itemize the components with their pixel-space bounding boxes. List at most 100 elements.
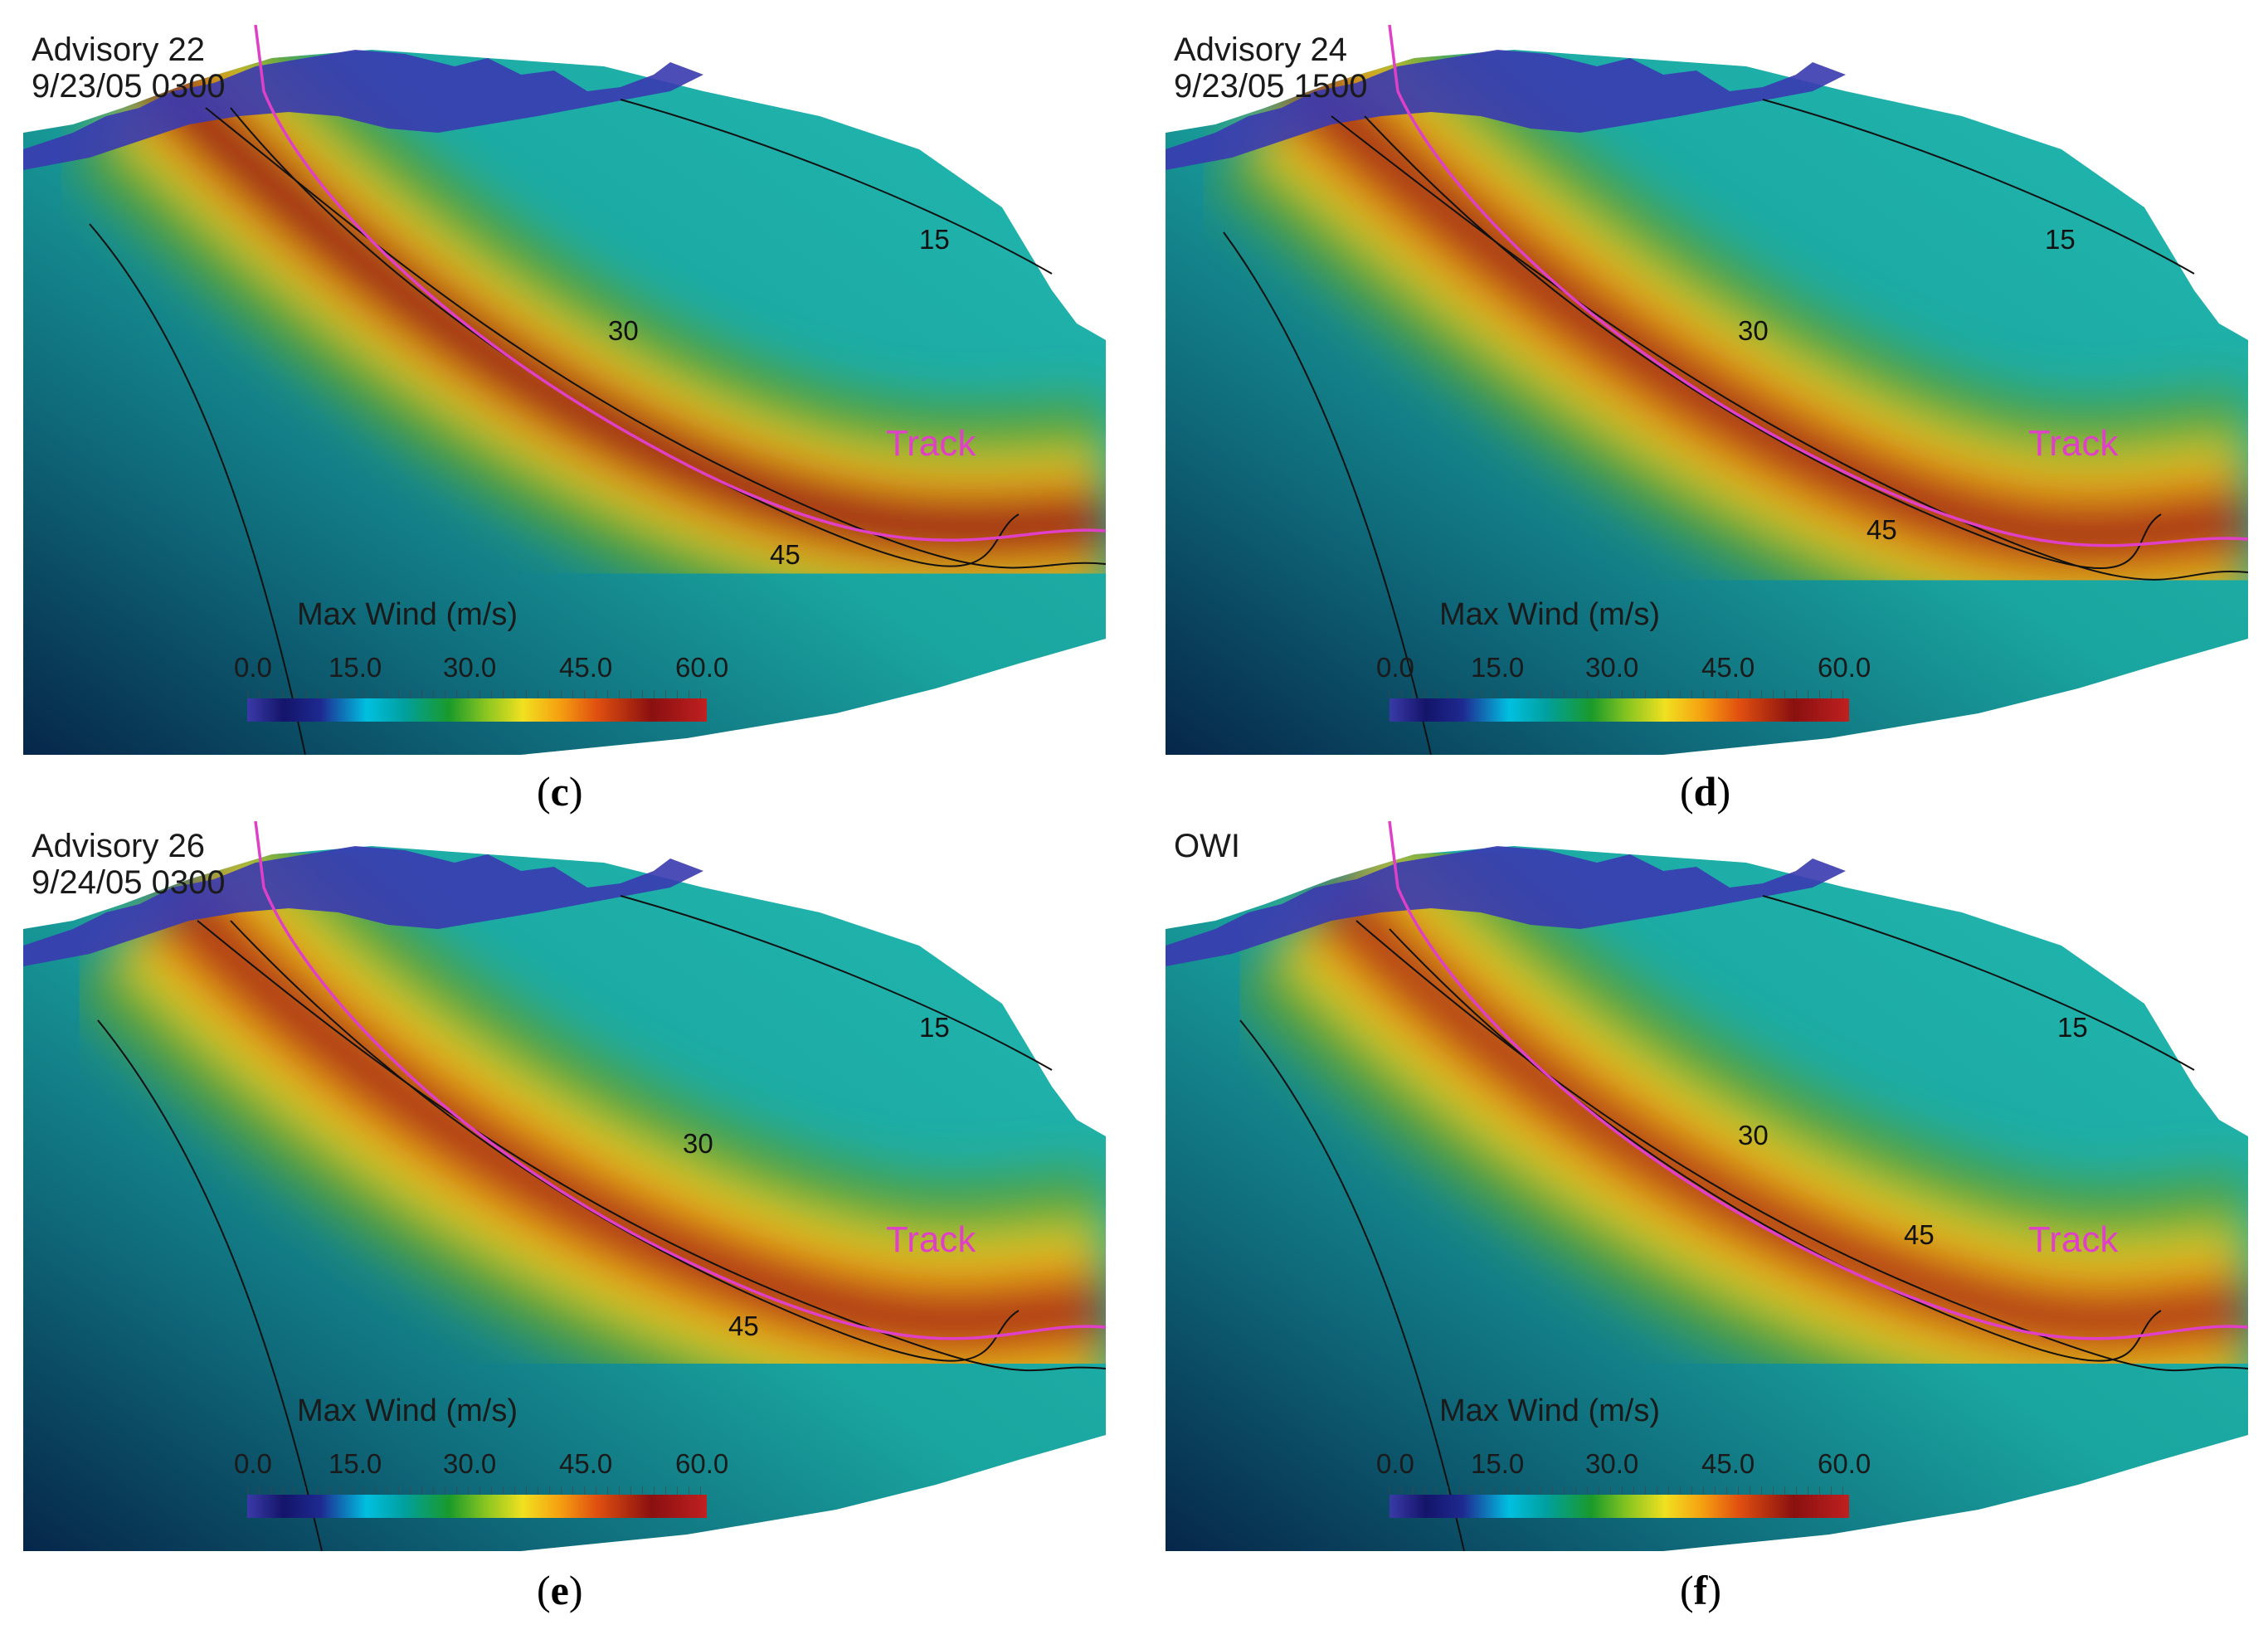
advisory-label: Advisory 26 bbox=[32, 828, 205, 864]
contour-15 bbox=[89, 223, 306, 755]
wind-field-map-e bbox=[23, 821, 1106, 1551]
colorbar-tick: 45.0 bbox=[559, 652, 613, 683]
advisory-label: Advisory 24 bbox=[1174, 32, 1347, 68]
coastline-land bbox=[1166, 50, 1846, 170]
contour-label-45: 45 bbox=[728, 1311, 759, 1341]
colorbar-title: Max Wind (m/s) bbox=[297, 1394, 518, 1428]
storm-track bbox=[1388, 821, 2248, 1340]
track-label: Track bbox=[2028, 1219, 2119, 1260]
colorbar-tick: 15.0 bbox=[1471, 1448, 1525, 1479]
contour-label-15: 15 bbox=[919, 1012, 950, 1043]
contour-30 bbox=[205, 107, 1106, 569]
contour-15-east bbox=[1762, 99, 2195, 275]
colorbar-tick: 60.0 bbox=[1818, 1448, 1871, 1479]
track-label: Track bbox=[886, 423, 976, 464]
contour-label-15: 15 bbox=[2045, 224, 2076, 255]
storm-track bbox=[1388, 25, 2248, 547]
colorbar-title: Max Wind (m/s) bbox=[1439, 1394, 1660, 1428]
contour-label-30: 30 bbox=[1738, 315, 1769, 346]
coastline-land bbox=[1166, 846, 1846, 966]
wind-field-map-d bbox=[1166, 25, 2248, 755]
contour-30 bbox=[1331, 115, 2248, 581]
caption-letter: d bbox=[1693, 768, 1717, 815]
storm-track bbox=[254, 821, 1106, 1340]
contour-15 bbox=[1223, 231, 1432, 755]
contour-45 bbox=[230, 920, 1020, 1362]
coastline-land bbox=[23, 846, 703, 966]
panel-title: Advisory 24 9/23/05 1500 bbox=[1174, 32, 1368, 105]
colorbar-tick: 15.0 bbox=[1471, 652, 1525, 683]
track-label: Track bbox=[2028, 423, 2119, 464]
contour-label-45: 45 bbox=[770, 539, 801, 570]
caption-letter: e bbox=[550, 1567, 569, 1613]
contour-45 bbox=[1364, 115, 2162, 569]
track-label: Track bbox=[886, 1219, 976, 1260]
colorbar-minor-ticks bbox=[247, 1486, 707, 1496]
caption-close: ) bbox=[568, 1567, 583, 1613]
caption-letter: f bbox=[1693, 1567, 1708, 1613]
caption-open: ( bbox=[1680, 1567, 1694, 1613]
caption-open: ( bbox=[537, 1567, 551, 1613]
panel-title: OWI bbox=[1174, 828, 1240, 864]
colorbar bbox=[247, 1495, 707, 1518]
colorbar-minor-ticks bbox=[247, 690, 707, 700]
colorbar-tick: 45.0 bbox=[1701, 1448, 1755, 1479]
contour-label-15: 15 bbox=[919, 224, 950, 255]
colorbar-tick: 0.0 bbox=[1376, 652, 1414, 683]
contour-30 bbox=[1355, 920, 2248, 1372]
contour-label-45: 45 bbox=[1866, 514, 1897, 545]
colorbar bbox=[247, 698, 707, 722]
caption-close: ) bbox=[1707, 1567, 1721, 1613]
contour-15 bbox=[97, 1019, 323, 1551]
caption-d: (d) bbox=[1680, 767, 1730, 815]
colorbar-minor-ticks bbox=[1390, 690, 1849, 700]
advisory-datetime: 9/23/05 0300 bbox=[32, 68, 226, 105]
map-panel-f: OWI 15 30 45 Track Max Wind (m/s) 0.0 15… bbox=[1166, 821, 2248, 1551]
colorbar-tick: 0.0 bbox=[1376, 1448, 1414, 1479]
caption-f: (f) bbox=[1680, 1566, 1721, 1614]
contour-15-east bbox=[620, 99, 1053, 275]
colorbar-tick: 0.0 bbox=[234, 1448, 272, 1479]
colorbar-tick: 45.0 bbox=[1701, 652, 1755, 683]
caption-open: ( bbox=[1680, 768, 1694, 815]
contour-label-45: 45 bbox=[1904, 1219, 1935, 1250]
contour-label-30: 30 bbox=[608, 315, 639, 346]
contour-label-15: 15 bbox=[2057, 1012, 2088, 1043]
caption-close: ) bbox=[568, 768, 583, 815]
contour-label-30: 30 bbox=[683, 1128, 713, 1159]
advisory-label: Advisory 22 bbox=[32, 32, 205, 68]
colorbar-title: Max Wind (m/s) bbox=[1439, 597, 1660, 632]
caption-c: (c) bbox=[537, 767, 583, 815]
coastline-land bbox=[23, 50, 703, 170]
contour-30 bbox=[197, 920, 1106, 1372]
storm-track bbox=[254, 25, 1106, 542]
colorbar-tick: 60.0 bbox=[1818, 652, 1871, 683]
colorbar-tick: 60.0 bbox=[675, 652, 729, 683]
colorbar-tick: 45.0 bbox=[559, 1448, 613, 1479]
wind-field-map-c bbox=[23, 25, 1106, 755]
contour-15 bbox=[1239, 1019, 1465, 1551]
colorbar-tick: 15.0 bbox=[329, 1448, 382, 1479]
colorbar-title: Max Wind (m/s) bbox=[297, 597, 518, 632]
colorbar bbox=[1390, 698, 1849, 722]
map-panel-c: Advisory 22 9/23/05 0300 15 30 45 Track … bbox=[23, 25, 1106, 755]
wind-field-map-f bbox=[1166, 821, 2248, 1551]
panel-title: Advisory 22 9/23/05 0300 bbox=[32, 32, 226, 105]
colorbar-tick: 30.0 bbox=[443, 1448, 497, 1479]
colorbar-tick: 30.0 bbox=[1585, 652, 1639, 683]
colorbar-tick: 30.0 bbox=[443, 652, 497, 683]
advisory-datetime: 9/24/05 0300 bbox=[32, 864, 226, 901]
colorbar-tick: 15.0 bbox=[329, 652, 382, 683]
colorbar-tick: 30.0 bbox=[1585, 1448, 1639, 1479]
contour-15-east bbox=[1762, 895, 2195, 1071]
map-panel-d: Advisory 24 9/23/05 1500 15 30 45 Track … bbox=[1166, 25, 2248, 755]
colorbar bbox=[1390, 1495, 1849, 1518]
map-panel-e: Advisory 26 9/24/05 0300 15 30 45 Track … bbox=[23, 821, 1106, 1551]
contour-label-30: 30 bbox=[1738, 1120, 1769, 1150]
model-label: OWI bbox=[1174, 828, 1240, 864]
colorbar-tick: 0.0 bbox=[234, 652, 272, 683]
caption-e: (e) bbox=[537, 1566, 583, 1614]
caption-close: ) bbox=[1716, 768, 1731, 815]
caption-open: ( bbox=[537, 768, 551, 815]
advisory-datetime: 9/23/05 1500 bbox=[1174, 68, 1368, 105]
